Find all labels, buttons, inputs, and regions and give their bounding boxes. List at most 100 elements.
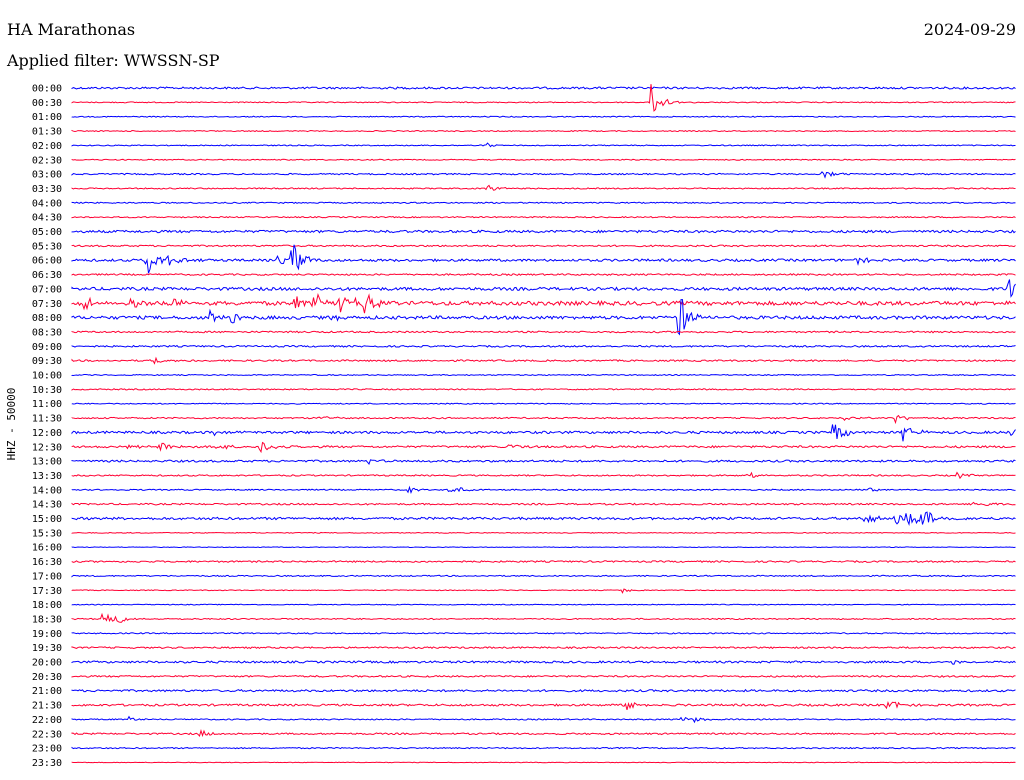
- row-label-0500: 05:00: [32, 227, 62, 238]
- trace-1730: [71, 588, 1016, 594]
- row-label-0400: 04:00: [32, 198, 62, 209]
- row-label-0230: 02:30: [32, 155, 62, 166]
- row-label-0000: 00:00: [32, 84, 62, 95]
- row-label-0830: 08:30: [32, 327, 62, 338]
- row-label-2000: 20:00: [32, 658, 62, 669]
- row-label-0700: 07:00: [32, 284, 62, 295]
- trace-group: [71, 84, 1016, 764]
- trace-1100: [71, 402, 1016, 405]
- trace-0530: [71, 244, 1016, 248]
- trace-0600: [71, 244, 1016, 274]
- row-label-0530: 05:30: [32, 241, 62, 252]
- trace-0930: [71, 356, 1016, 365]
- trace-2100: [71, 688, 1016, 693]
- row-label-1330: 13:30: [32, 471, 62, 482]
- trace-0300: [71, 171, 1016, 179]
- row-label-1900: 19:00: [32, 629, 62, 640]
- row-label-1800: 18:00: [32, 600, 62, 611]
- trace-1230: [71, 441, 1016, 454]
- filter-label: Applied filter: WWSSN-SP: [7, 51, 220, 70]
- row-label-1100: 11:00: [32, 399, 62, 410]
- trace-0000: [71, 86, 1016, 90]
- trace-1530: [71, 531, 1016, 534]
- trace-1930: [71, 646, 1016, 650]
- row-label-0300: 03:00: [32, 170, 62, 181]
- row-label-1600: 16:00: [32, 543, 62, 554]
- row-label-1200: 12:00: [32, 428, 62, 439]
- row-label-1700: 17:00: [32, 571, 62, 582]
- y-axis-label-group: HHZ - 50000: [5, 388, 18, 461]
- row-label-1230: 12:30: [32, 442, 62, 453]
- trace-1030: [71, 388, 1016, 391]
- row-label-2330: 23:30: [32, 758, 62, 769]
- row-label-0130: 01:30: [32, 127, 62, 138]
- row-label-0730: 07:30: [32, 299, 62, 310]
- trace-0130: [71, 129, 1016, 133]
- trace-1400: [71, 485, 1016, 494]
- trace-1900: [71, 632, 1016, 635]
- trace-0200: [71, 142, 1016, 148]
- row-label-0200: 02:00: [32, 141, 62, 152]
- row-label-1400: 14:00: [32, 485, 62, 496]
- row-label-0430: 04:30: [32, 213, 62, 224]
- row-label-0330: 03:30: [32, 184, 62, 195]
- trace-0400: [71, 201, 1016, 204]
- trace-0700: [71, 279, 1016, 298]
- row-label-1430: 14:30: [32, 500, 62, 511]
- row-label-2230: 22:30: [32, 729, 62, 740]
- row-label-1030: 10:30: [32, 385, 62, 396]
- row-label-0900: 09:00: [32, 342, 62, 353]
- row-label-1530: 15:30: [32, 528, 62, 539]
- trace-2200: [71, 715, 1016, 724]
- row-label-1500: 15:00: [32, 514, 62, 525]
- trace-0330: [71, 184, 1016, 191]
- trace-1130: [71, 414, 1016, 425]
- row-label-0630: 06:30: [32, 270, 62, 281]
- trace-0630: [71, 273, 1016, 276]
- row-label-1300: 13:00: [32, 457, 62, 468]
- trace-1800: [71, 603, 1016, 606]
- trace-0900: [71, 344, 1016, 348]
- trace-0100: [71, 115, 1016, 118]
- trace-1830: [71, 612, 1016, 623]
- trace-1700: [71, 574, 1016, 578]
- trace-1200: [71, 424, 1016, 442]
- row-label-2200: 22:00: [32, 715, 62, 726]
- y-axis-label: HHZ - 50000: [5, 388, 18, 461]
- trace-2230: [71, 729, 1016, 738]
- trace-0730: [71, 293, 1016, 314]
- station-title: HA Marathonas: [7, 20, 136, 39]
- tick-label-group: 00:00 00:30 01:00 01:30 02:00 02:30 03:00 03:30…: [32, 84, 62, 769]
- row-label-0100: 01:00: [32, 112, 62, 123]
- row-label-1930: 19:30: [32, 643, 62, 654]
- trace-2330: [71, 761, 1016, 764]
- trace-0230: [71, 158, 1016, 161]
- trace-2130: [71, 700, 1016, 711]
- row-label-0030: 00:30: [32, 98, 62, 109]
- trace-2000: [71, 660, 1016, 665]
- row-label-2130: 21:30: [32, 701, 62, 712]
- record-date: 2024-09-29: [923, 20, 1016, 39]
- trace-0430: [71, 215, 1016, 219]
- row-label-1630: 16:30: [32, 557, 62, 568]
- trace-0800: [71, 299, 1016, 336]
- row-label-0800: 08:00: [32, 313, 62, 324]
- row-label-1000: 10:00: [32, 371, 62, 382]
- trace-0500: [71, 229, 1016, 234]
- trace-1000: [71, 373, 1016, 377]
- trace-1600: [71, 546, 1016, 549]
- row-label-0600: 06:00: [32, 256, 62, 267]
- row-label-2300: 23:00: [32, 744, 62, 755]
- trace-1300: [71, 459, 1016, 465]
- row-label-1730: 17:30: [32, 586, 62, 597]
- trace-1330: [71, 471, 1016, 480]
- trace-0030: [71, 84, 1016, 112]
- row-label-1830: 18:30: [32, 614, 62, 625]
- trace-2030: [71, 674, 1016, 678]
- trace-1430: [71, 501, 1016, 506]
- trace-1630: [71, 560, 1016, 564]
- trace-0830: [71, 330, 1016, 334]
- row-label-2100: 21:00: [32, 686, 62, 697]
- row-label-1130: 11:30: [32, 414, 62, 425]
